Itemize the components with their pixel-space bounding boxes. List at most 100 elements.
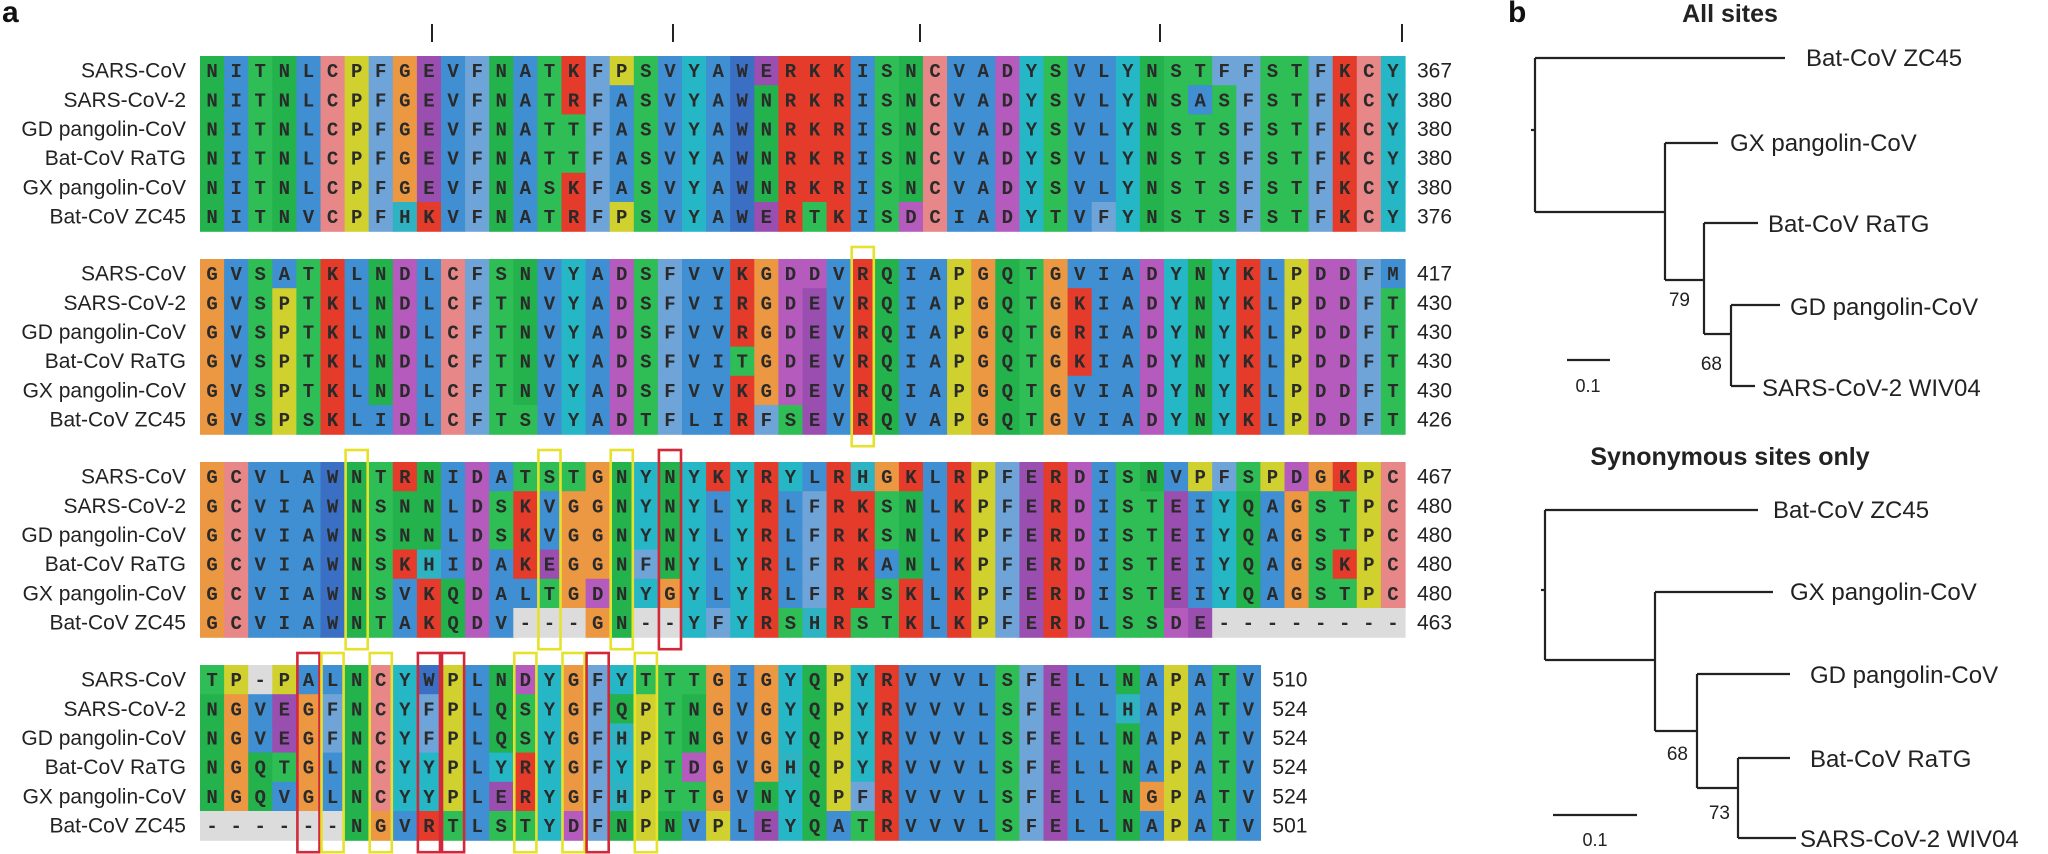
residue-letter: Y: [1122, 90, 1134, 112]
residue-letter: R: [761, 467, 773, 489]
residue-cell: [706, 143, 731, 174]
residue-letter: P: [833, 729, 844, 751]
residue-letter: G: [399, 178, 410, 200]
residue-letter: R: [857, 381, 869, 403]
residue-cell: [537, 259, 563, 289]
residue-cell: [778, 114, 804, 145]
residue-letter: -: [279, 816, 290, 838]
residue-letter: G: [712, 787, 723, 809]
residue-cell: [1067, 288, 1093, 318]
residue-letter: G: [568, 787, 579, 809]
residue-letter: L: [1098, 178, 1109, 200]
residue-letter: L: [303, 178, 314, 200]
residue-letter: G: [761, 699, 772, 721]
residue-letter: L: [929, 613, 940, 635]
residue-letter: D: [1146, 293, 1157, 315]
residue-letter: Y: [688, 584, 700, 606]
residue-letter: V: [255, 584, 267, 606]
residue-letter: V: [544, 496, 556, 518]
residue-letter: W: [737, 90, 749, 112]
residue-letter: V: [953, 670, 965, 692]
residue-cell: [513, 202, 538, 232]
residue-letter: N: [351, 670, 362, 692]
residue-cell: [657, 56, 683, 86]
residue-letter: R: [785, 90, 797, 112]
species-label: Bat-CoV ZC45: [49, 206, 186, 229]
residue-cell: [657, 259, 683, 289]
residue-letter: I: [857, 207, 868, 229]
residue-letter: T: [688, 787, 699, 809]
residue-cell: [706, 85, 731, 115]
residue-letter: G: [568, 555, 579, 577]
residue-letter: V: [905, 410, 917, 432]
residue-letter: Y: [399, 699, 411, 721]
residue-letter: D: [1146, 352, 1157, 374]
residue-letter: C: [1387, 496, 1398, 518]
residue-letter: V: [953, 120, 965, 142]
residue-letter: F: [857, 787, 868, 809]
residue-letter: Y: [399, 787, 411, 809]
residue-letter: D: [1315, 352, 1326, 374]
residue-letter: V: [953, 699, 965, 721]
residue-letter: N: [206, 178, 217, 200]
residue-letter: N: [423, 467, 434, 489]
residue-cell: [1284, 143, 1310, 174]
residue-letter: S: [255, 381, 266, 403]
residue-letter: Y: [1026, 149, 1038, 171]
residue-letter: V: [399, 816, 411, 838]
residue-letter: L: [327, 758, 338, 780]
residue-letter: A: [712, 120, 724, 142]
residue-letter: S: [1315, 584, 1326, 606]
residue-letter: K: [857, 496, 869, 518]
residue-letter: L: [1098, 90, 1109, 112]
residue-cell: [1356, 172, 1382, 203]
residue-letter: L: [978, 670, 989, 692]
residue-cell: [248, 259, 273, 289]
residue-letter: V: [399, 584, 411, 606]
residue-letter: G: [978, 352, 989, 374]
residue-letter: S: [1002, 729, 1013, 751]
species-label: GD pangolin-CoV: [21, 118, 186, 141]
residue-letter: G: [230, 699, 241, 721]
residue-letter: G: [399, 149, 410, 171]
residue-cell: [224, 202, 249, 232]
residue-letter: F: [471, 381, 482, 403]
residue-letter: G: [303, 787, 314, 809]
residue-letter: T: [1387, 293, 1398, 315]
residue-letter: S: [255, 352, 266, 374]
residue-cell: [1260, 202, 1286, 232]
residue-letter: R: [881, 729, 893, 751]
residue-letter: G: [592, 496, 603, 518]
residue-letter: V: [447, 90, 459, 112]
residue-letter: R: [857, 264, 869, 286]
residue-letter: I: [1194, 526, 1205, 548]
residue-letter: V: [953, 816, 965, 838]
residue-cell: [296, 85, 322, 115]
residue-cell: [585, 202, 611, 232]
residue-cell: [1115, 259, 1141, 289]
residue-letter: Y: [496, 758, 508, 780]
residue-cell: [465, 172, 490, 203]
residue-cell: [1212, 172, 1237, 203]
residue-letter: L: [351, 293, 362, 315]
residue-cell: [1019, 259, 1045, 289]
residue-letter: F: [375, 178, 386, 200]
residue-letter: F: [761, 410, 772, 432]
residue-letter: R: [520, 787, 532, 809]
residue-letter: P: [447, 787, 458, 809]
residue-letter: L: [471, 729, 482, 751]
residue-letter: G: [761, 381, 772, 403]
residue-cell: [368, 317, 394, 348]
residue-cell: [248, 114, 273, 145]
residue-cell: [850, 288, 876, 318]
residue-letter: P: [1170, 787, 1181, 809]
residue-letter: D: [1146, 264, 1157, 286]
residue-letter: A: [303, 555, 315, 577]
residue-letter: D: [785, 352, 796, 374]
residue-letter: D: [1315, 410, 1326, 432]
residue-letter: I: [857, 61, 868, 83]
residue-letter: I: [1098, 264, 1109, 286]
residue-letter: Q: [809, 699, 820, 721]
residue-letter: Y: [857, 670, 869, 692]
species-label: Bat-CoV RaTG: [45, 147, 186, 170]
